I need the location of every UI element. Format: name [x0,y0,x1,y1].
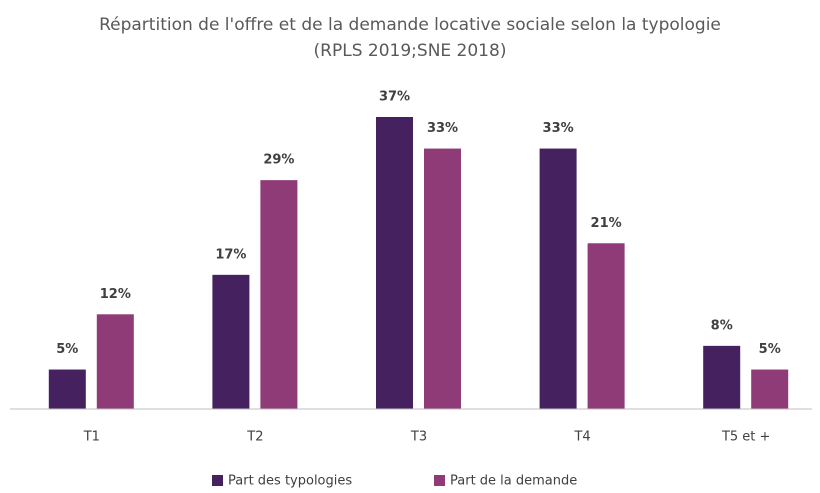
x-tick-label: T3 [410,430,427,445]
bar [260,180,298,409]
legend-swatch [212,475,223,486]
legend-label: Part des typologies [228,474,352,489]
data-label: 21% [591,216,622,231]
data-label: 33% [543,121,574,136]
bar [539,148,577,409]
bar [424,148,461,409]
x-tick-label: T1 [83,430,100,445]
data-label: 17% [215,247,246,262]
bar [96,314,134,409]
bar [212,274,250,409]
legend-label: Part de la demande [450,474,577,489]
bar [703,345,741,409]
x-tick-label: T2 [246,430,263,445]
data-label: 29% [263,153,294,168]
data-label: 37% [379,90,410,105]
bar [48,369,86,409]
x-tick-label: T4 [573,430,590,445]
bar [587,243,625,409]
data-label: 5% [56,342,78,357]
bar [751,369,789,409]
bar [376,117,413,409]
chart-title: Répartition de l'offre et de la demande … [99,15,721,61]
data-label: 8% [711,318,733,333]
legend-swatch [434,475,445,486]
x-tick-label: T5 et + [721,430,770,445]
data-label: 33% [427,121,458,136]
data-label: 12% [100,287,131,302]
data-label: 5% [759,342,781,357]
